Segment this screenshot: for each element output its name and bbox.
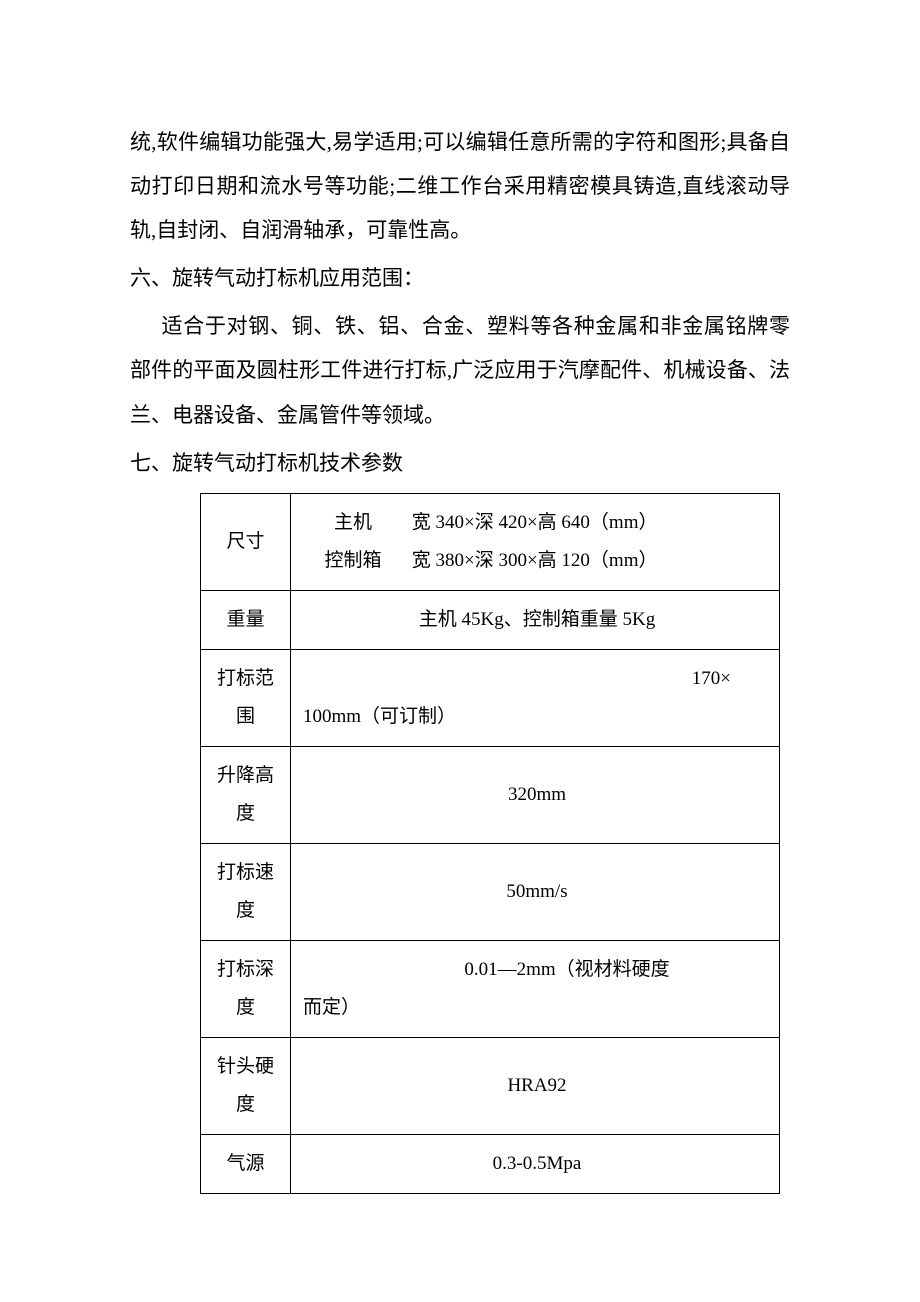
- intro-paragraph: 统,软件编辑功能强大,易学适用;可以编辑任意所需的字符和图形;具备自动打印日期和…: [130, 120, 790, 252]
- size-line2-value: 宽 380×深 300×高 120（mm）: [388, 542, 658, 580]
- spec-value-depth: 0.01—2mm（视材料硬度 而定）: [291, 940, 780, 1037]
- spec-value-lift: 320mm: [291, 746, 780, 843]
- table-row: 打标速度 50mm/s: [201, 843, 780, 940]
- spec-table: 尺寸 主机 宽 340×深 420×高 640（mm） 控制箱 宽 380×深 …: [200, 493, 780, 1194]
- spec-label-speed: 打标速度: [201, 843, 291, 940]
- size-line2-label: 控制箱: [303, 542, 383, 580]
- range-value-left: 100mm（可订制）: [303, 698, 771, 736]
- section-six-heading: 六、旋转气动打标机应用范围：: [130, 256, 790, 300]
- range-value-right: 170×: [303, 660, 771, 698]
- depth-value-left: 而定）: [303, 989, 771, 1027]
- table-row: 气源 0.3-0.5Mpa: [201, 1134, 780, 1193]
- table-row: 升降高度 320mm: [201, 746, 780, 843]
- section-six-body: 适合于对钢、铜、铁、铝、合金、塑料等各种金属和非金属铭牌零部件的平面及圆柱形工件…: [130, 304, 790, 436]
- spec-value-size: 主机 宽 340×深 420×高 640（mm） 控制箱 宽 380×深 300…: [291, 493, 780, 590]
- spec-label-weight: 重量: [201, 590, 291, 649]
- section-seven-heading: 七、旋转气动打标机技术参数: [130, 441, 790, 485]
- table-row: 打标范围 170× 100mm（可订制）: [201, 649, 780, 746]
- spec-value-speed: 50mm/s: [291, 843, 780, 940]
- size-line1-label: 主机: [303, 504, 383, 542]
- spec-value-hardness: HRA92: [291, 1037, 780, 1134]
- spec-value-air: 0.3-0.5Mpa: [291, 1134, 780, 1193]
- spec-label-air: 气源: [201, 1134, 291, 1193]
- spec-label-hardness: 针头硬度: [201, 1037, 291, 1134]
- table-row: 重量 主机 45Kg、控制箱重量 5Kg: [201, 590, 780, 649]
- depth-value-center: 0.01—2mm（视材料硬度: [303, 951, 771, 989]
- table-row: 打标深度 0.01—2mm（视材料硬度 而定）: [201, 940, 780, 1037]
- spec-label-lift: 升降高度: [201, 746, 291, 843]
- spec-label-size: 尺寸: [201, 493, 291, 590]
- table-row: 尺寸 主机 宽 340×深 420×高 640（mm） 控制箱 宽 380×深 …: [201, 493, 780, 590]
- spec-value-weight: 主机 45Kg、控制箱重量 5Kg: [291, 590, 780, 649]
- table-row: 针头硬度 HRA92: [201, 1037, 780, 1134]
- spec-label-range: 打标范围: [201, 649, 291, 746]
- size-line1-value: 宽 340×深 420×高 640（mm）: [388, 504, 658, 542]
- spec-value-range: 170× 100mm（可订制）: [291, 649, 780, 746]
- spec-label-depth: 打标深度: [201, 940, 291, 1037]
